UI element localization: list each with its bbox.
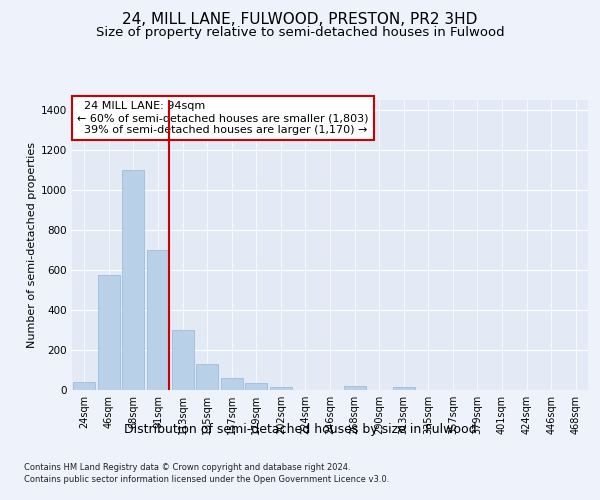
Y-axis label: Number of semi-detached properties: Number of semi-detached properties [27,142,37,348]
Bar [344,386,365,390]
Text: Distribution of semi-detached houses by size in Fulwood: Distribution of semi-detached houses by … [124,422,476,436]
Bar [392,387,415,390]
Bar [172,330,194,390]
Bar [147,250,169,390]
Bar [221,378,243,390]
Text: 24 MILL LANE: 94sqm
← 60% of semi-detached houses are smaller (1,803)
  39% of s: 24 MILL LANE: 94sqm ← 60% of semi-detach… [77,102,368,134]
Bar [98,275,120,390]
Bar [245,383,268,390]
Bar [122,170,145,390]
Text: 24, MILL LANE, FULWOOD, PRESTON, PR2 3HD: 24, MILL LANE, FULWOOD, PRESTON, PR2 3HD [122,12,478,28]
Bar [270,387,292,390]
Bar [196,364,218,390]
Text: Contains public sector information licensed under the Open Government Licence v3: Contains public sector information licen… [24,475,389,484]
Bar [73,382,95,390]
Text: Size of property relative to semi-detached houses in Fulwood: Size of property relative to semi-detach… [95,26,505,39]
Text: Contains HM Land Registry data © Crown copyright and database right 2024.: Contains HM Land Registry data © Crown c… [24,462,350,471]
